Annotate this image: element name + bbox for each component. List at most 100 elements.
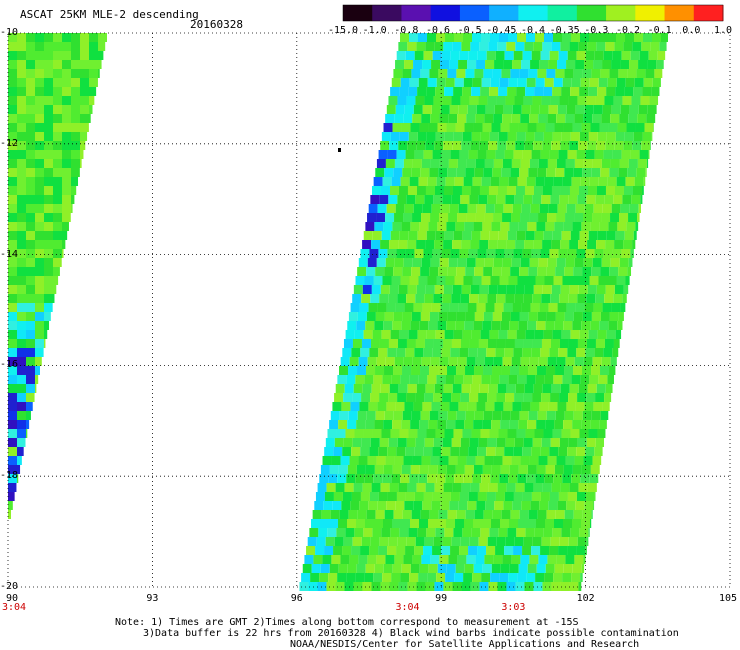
swath-cell — [480, 429, 490, 438]
swath-cell — [383, 465, 393, 474]
swath-cell — [363, 528, 373, 537]
swath-cell — [565, 357, 575, 366]
swath-cell — [403, 213, 413, 222]
swath-cell — [464, 321, 474, 330]
swath-cell — [490, 33, 499, 42]
swath-cell — [590, 519, 592, 528]
swath-cell — [44, 114, 53, 123]
swath-cell — [529, 555, 539, 564]
swath-cell — [329, 465, 339, 474]
swath-cell — [581, 519, 591, 528]
swath-cell — [384, 168, 394, 177]
swath-cell — [495, 492, 505, 501]
swath-cell — [389, 240, 399, 249]
swath-cell — [552, 528, 562, 537]
swath-cell — [26, 132, 35, 141]
swath-cell — [541, 294, 551, 303]
swath-cell — [529, 213, 539, 222]
swath-cell — [506, 384, 516, 393]
swath-cell — [537, 411, 547, 420]
swath-cell — [26, 357, 35, 366]
swath-cell — [461, 141, 471, 150]
swath-cell — [341, 501, 351, 510]
swath-cell — [343, 339, 353, 348]
swath-cell — [457, 258, 467, 267]
swath-cell — [515, 141, 525, 150]
swath-cell — [488, 582, 498, 591]
swath-cell — [633, 231, 637, 240]
swath-cell — [366, 267, 376, 276]
swath-cell — [584, 303, 594, 312]
swath-cell — [631, 96, 641, 105]
swath-cell — [370, 195, 380, 204]
swath-cell — [444, 231, 454, 240]
swath-cell — [548, 60, 558, 69]
swath-cell — [473, 420, 483, 429]
swath-cell — [488, 186, 498, 195]
swath-cell — [614, 42, 624, 51]
swath-cell — [441, 249, 451, 258]
swath-cell — [26, 366, 35, 375]
swath-cell — [362, 240, 372, 249]
swath-cell — [605, 384, 613, 393]
swath-cell — [607, 276, 617, 285]
swath-cell — [394, 213, 404, 222]
swath-cell — [556, 159, 566, 168]
swath-cell — [402, 411, 412, 420]
swath-cell — [596, 285, 606, 294]
swath-cell — [494, 402, 504, 411]
swath-cell — [469, 195, 479, 204]
swath-cell — [485, 402, 495, 411]
swath-cell — [406, 339, 416, 348]
swath-cell — [486, 51, 496, 60]
swath-cell — [449, 402, 459, 411]
swath-cell — [361, 393, 371, 402]
swath-cell — [347, 564, 357, 573]
swath-cell — [327, 429, 337, 438]
swath-cell — [546, 366, 556, 375]
swath-cell — [354, 429, 364, 438]
swath-cell — [511, 456, 521, 465]
swath-cell — [491, 420, 501, 429]
swath-cell — [538, 213, 548, 222]
swath-cell — [634, 78, 644, 87]
swath-cell — [602, 60, 612, 69]
swath-cell — [438, 312, 448, 321]
swath-cell — [585, 546, 587, 555]
swath-cell — [473, 222, 483, 231]
swath-cell — [424, 393, 434, 402]
swath-cell — [321, 510, 331, 519]
swath-cell — [501, 411, 511, 420]
swath-cell — [340, 357, 350, 366]
swath-cell — [587, 483, 597, 492]
swath-cell — [502, 555, 512, 564]
swath-cell — [390, 87, 400, 96]
swath-cell — [349, 456, 359, 465]
swath-cell — [578, 384, 588, 393]
swath-cell — [428, 222, 438, 231]
swath-cell — [403, 258, 413, 267]
swath-cell — [8, 474, 17, 483]
colorbar-segment — [635, 5, 666, 21]
swath-cell — [397, 438, 407, 447]
swath-cell — [62, 96, 71, 105]
swath-cell — [437, 465, 447, 474]
swath-cell — [324, 546, 334, 555]
swath-cell — [599, 222, 609, 231]
swath-cell — [562, 78, 572, 87]
swath-cell — [635, 123, 645, 132]
swath-cell — [628, 213, 638, 222]
swath-cell — [402, 69, 412, 78]
swath-cell — [539, 303, 549, 312]
swath-cell — [618, 312, 624, 321]
swath-cell — [466, 555, 476, 564]
swath-cell — [560, 285, 570, 294]
swath-cell — [516, 429, 526, 438]
swath-cell — [408, 231, 418, 240]
swath-cell — [556, 555, 566, 564]
swath-cell — [507, 330, 517, 339]
swath-cell — [8, 222, 17, 231]
swath-cell — [398, 285, 408, 294]
swath-cell — [524, 483, 534, 492]
swath-cell — [621, 150, 631, 159]
